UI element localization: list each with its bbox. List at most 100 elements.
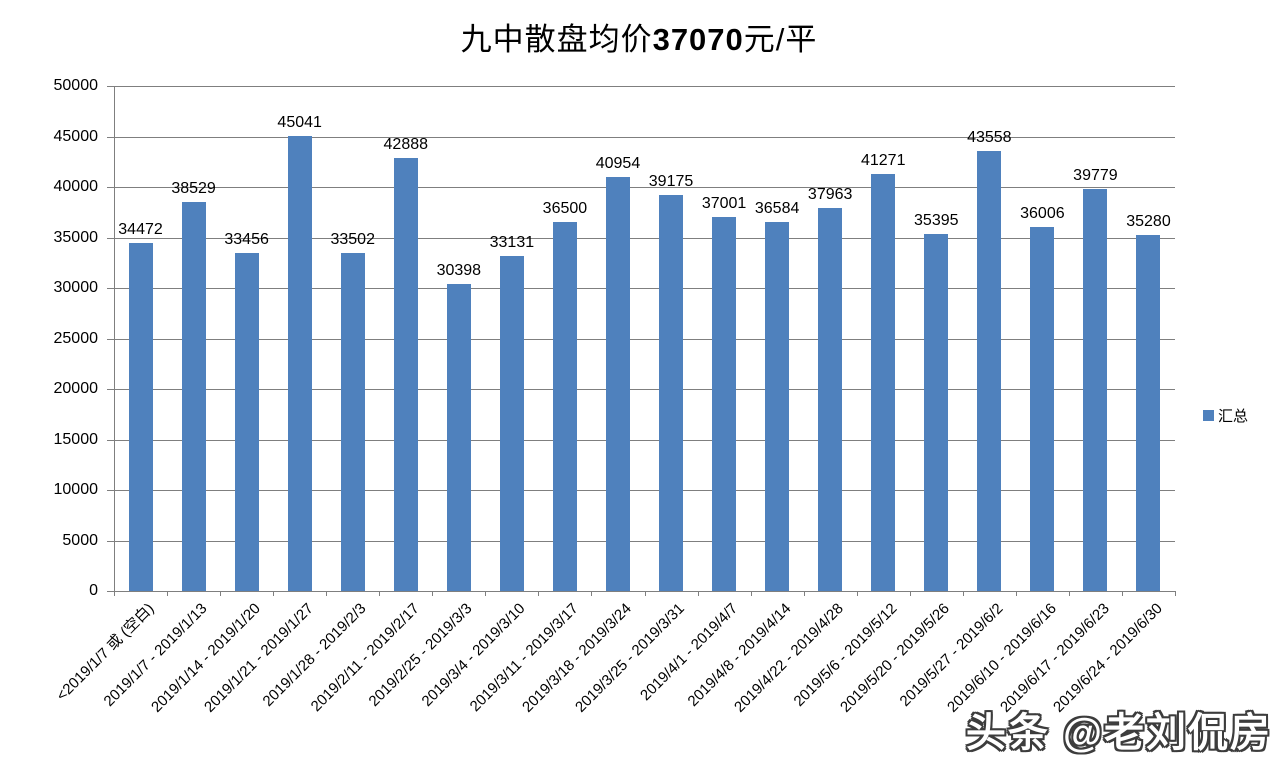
x-axis-tick xyxy=(432,591,434,596)
bar xyxy=(128,242,153,591)
bar-value-label: 30398 xyxy=(436,261,482,279)
y-axis-tick xyxy=(107,439,114,441)
x-axis-label: 2019/1/28 - 2019/2/3 xyxy=(259,600,370,710)
bar-value-label: 40954 xyxy=(595,155,641,173)
bar xyxy=(340,252,365,591)
x-axis-tick xyxy=(697,591,699,596)
bar xyxy=(393,157,418,591)
y-axis-tick xyxy=(107,86,114,87)
bar xyxy=(871,174,896,591)
legend-swatch-icon xyxy=(1203,410,1214,421)
gridline xyxy=(114,187,1175,188)
x-axis-tick xyxy=(856,591,858,596)
x-axis-tick xyxy=(379,591,381,596)
x-axis-tick xyxy=(1175,591,1176,596)
watermark: 头条 @老刘侃房 xyxy=(965,711,1272,755)
bar-value-label: 33456 xyxy=(224,231,269,249)
chart-title-prefix: 九中散盘均价 xyxy=(460,22,653,57)
gridline xyxy=(114,136,1175,138)
x-axis-tick xyxy=(962,591,964,596)
bar-value-label: 36006 xyxy=(1020,205,1065,223)
bar xyxy=(924,233,949,591)
bar-value-label: 33131 xyxy=(489,234,535,252)
bar-value-label: 42888 xyxy=(383,135,429,153)
y-axis-tick xyxy=(107,288,114,289)
bar-value-label: 39175 xyxy=(648,173,694,191)
x-axis-label: 2019/5/6 - 2019/5/12 xyxy=(790,600,901,710)
legend-label: 汇总 xyxy=(1218,408,1249,425)
bar xyxy=(234,253,259,591)
bar xyxy=(446,283,471,591)
y-axis-label: 15000 xyxy=(53,430,99,448)
x-axis-tick xyxy=(485,591,487,596)
gridline xyxy=(114,490,1175,491)
bar-value-label: 39779 xyxy=(1073,167,1118,185)
y-axis-tick xyxy=(107,237,114,239)
chart-title-number: 37070 xyxy=(652,22,744,57)
y-axis-tick xyxy=(107,338,114,340)
x-axis-label: 2019/2/25 - 2019/3/3 xyxy=(365,600,476,710)
bar-value-label: 45041 xyxy=(277,114,322,132)
bar xyxy=(818,207,843,591)
x-axis-tick xyxy=(114,591,115,596)
y-axis-tick xyxy=(107,389,114,390)
bar-value-label: 37963 xyxy=(807,185,853,203)
bar xyxy=(765,221,790,591)
y-axis-label: 25000 xyxy=(53,329,99,347)
x-axis-label: 2019/4/1 - 2019/4/7 xyxy=(637,600,742,705)
x-axis-tick xyxy=(1068,591,1070,596)
x-axis-tick xyxy=(538,591,540,596)
y-axis-label: 5000 xyxy=(62,531,98,549)
y-axis-label: 45000 xyxy=(53,127,99,145)
y-axis-label: 30000 xyxy=(53,279,99,296)
x-axis-label: 2019/4/8 - 2019/4/14 xyxy=(684,600,795,710)
gridline xyxy=(114,439,1175,441)
x-axis-tick xyxy=(909,591,911,596)
y-axis-label: 0 xyxy=(89,582,98,599)
bar xyxy=(712,217,737,591)
gridline xyxy=(114,237,1175,239)
x-axis-tick xyxy=(750,591,752,596)
bar xyxy=(659,195,684,591)
bar xyxy=(1136,234,1161,591)
bar-value-label: 35280 xyxy=(1126,212,1171,230)
x-axis-label: <2019/1/7 或 (空白) xyxy=(53,600,158,705)
x-axis-tick xyxy=(803,591,805,596)
chart-title-suffix: 元/平 xyxy=(743,22,818,57)
gridline xyxy=(114,389,1175,390)
y-axis-label: 35000 xyxy=(53,228,99,246)
bar xyxy=(977,151,1002,591)
bar-value-label: 34472 xyxy=(118,220,163,238)
gridline xyxy=(114,86,1175,87)
bar xyxy=(287,136,312,591)
bar xyxy=(605,177,630,591)
bar-value-label: 38529 xyxy=(171,179,216,197)
y-axis-tick xyxy=(107,490,114,491)
gridline xyxy=(114,288,1175,289)
y-axis-tick xyxy=(107,136,114,138)
x-axis-tick xyxy=(1121,591,1123,596)
x-axis-tick xyxy=(220,591,222,596)
x-axis-label: 2019/6/24 - 2019/6/30 xyxy=(1049,600,1166,716)
bar-value-label: 36584 xyxy=(754,199,800,217)
x-axis-tick xyxy=(644,591,646,596)
bar-value-label: 33502 xyxy=(330,230,375,248)
bar-value-label: 35395 xyxy=(914,211,959,229)
legend: 汇总 xyxy=(1203,405,1248,426)
x-axis-label: 2019/5/27 - 2019/6/2 xyxy=(896,600,1007,710)
y-axis-tick xyxy=(107,187,114,188)
x-axis-label: 2019/1/7 - 2019/1/13 xyxy=(100,600,211,710)
x-axis-tick xyxy=(1015,591,1017,596)
y-axis-label: 20000 xyxy=(53,380,99,397)
bar-value-label: 41271 xyxy=(860,152,906,170)
bar-value-label: 37001 xyxy=(701,195,747,213)
bar xyxy=(552,222,577,591)
bar-value-label: 36500 xyxy=(542,200,588,218)
bar-value-label: 43558 xyxy=(967,129,1012,147)
y-axis-label: 50000 xyxy=(53,77,99,94)
gridline xyxy=(114,540,1175,542)
bar xyxy=(181,201,206,591)
x-axis-tick xyxy=(167,591,169,596)
gridline xyxy=(114,338,1175,340)
bar xyxy=(499,256,524,591)
